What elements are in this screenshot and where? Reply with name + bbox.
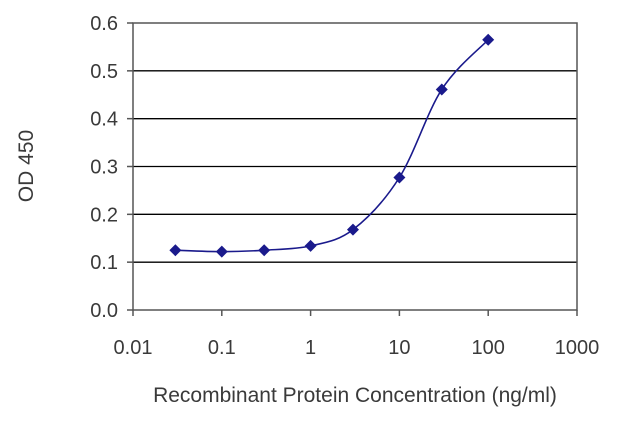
x-tick-label: 1 (305, 337, 316, 359)
x-tick-label: 0.1 (208, 337, 236, 359)
data-point (482, 33, 495, 46)
x-tick-label: 0.01 (114, 337, 153, 359)
data-point (215, 245, 228, 258)
x-tick-label: 1000 (555, 337, 600, 359)
series-line (175, 39, 489, 253)
y-tick-label: 0.2 (90, 204, 118, 226)
data-point (304, 239, 317, 252)
data-point (258, 244, 271, 257)
y-tick-label: 0.5 (90, 61, 118, 83)
x-axis-label: Recombinant Protein Concentration (ng/ml… (153, 384, 557, 407)
data-point (393, 171, 406, 184)
y-tick-label: 0.3 (90, 157, 118, 179)
y-tick-label: 0.6 (90, 13, 118, 35)
x-axis: 0.01 0.1 1 10 100 1000 (114, 310, 600, 359)
data-series (169, 33, 495, 258)
grid-lines (133, 70, 577, 263)
x-tick-label: 100 (472, 337, 505, 359)
y-tick-label: 0.4 (90, 109, 118, 131)
data-point (346, 223, 359, 236)
data-point (169, 244, 182, 257)
data-point (435, 83, 448, 96)
x-tick-label: 10 (388, 337, 410, 359)
y-axis-label: OD 450 (15, 130, 38, 202)
y-axis: 0.0 0.1 0.2 0.3 0.4 0.5 0.6 (90, 13, 133, 322)
y-tick-label: 0.1 (90, 252, 118, 274)
y-tick-label: 0.0 (90, 300, 118, 322)
